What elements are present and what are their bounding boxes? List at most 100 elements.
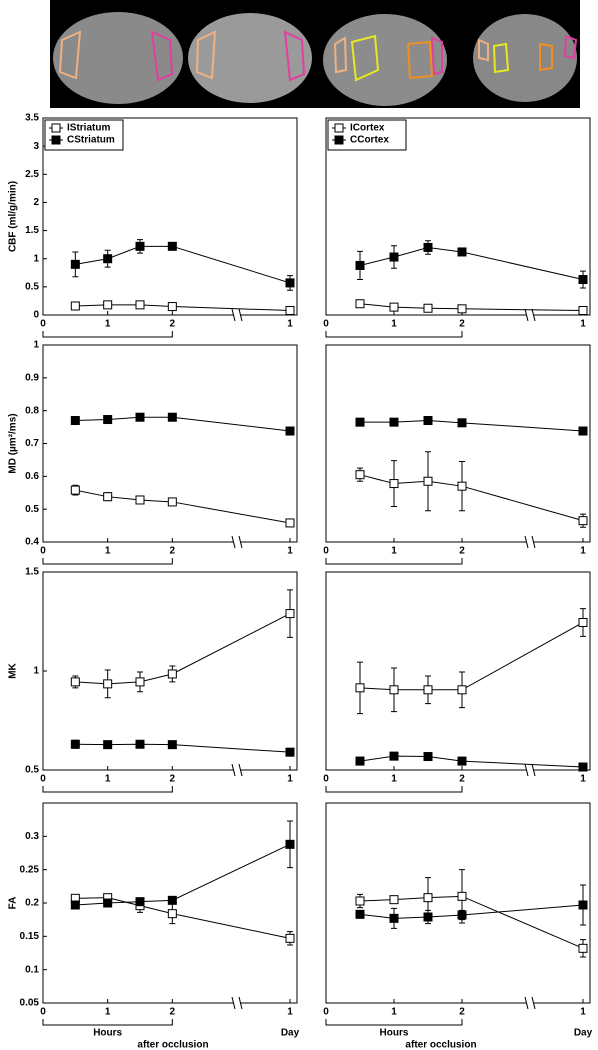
- axis-break: [238, 308, 243, 322]
- marker: [135, 300, 145, 310]
- marker: [457, 685, 467, 695]
- axis-break: [531, 535, 536, 549]
- x-tick-label: 0: [323, 774, 329, 785]
- y-tick-label: 2: [33, 197, 39, 208]
- marker: [135, 241, 145, 251]
- marker: [70, 485, 80, 495]
- marker: [355, 756, 365, 766]
- x-axis-label: Hours: [93, 1028, 122, 1039]
- x-axis-label: Hours: [380, 1028, 409, 1039]
- marker: [167, 412, 177, 422]
- x-tick-label: 1: [391, 1007, 397, 1018]
- y-tick-label: 0.1: [25, 964, 39, 975]
- y-axis-label: CBF (ml/g/min): [8, 181, 19, 252]
- y-tick-label: 2.5: [25, 169, 39, 180]
- marker: [578, 275, 588, 285]
- x-tick-label: 2: [170, 546, 176, 557]
- axis-break: [524, 308, 529, 322]
- x-tick-label: 2: [170, 319, 176, 330]
- marker: [285, 305, 295, 315]
- x-tick-label: 1: [391, 546, 397, 557]
- marker: [355, 299, 365, 309]
- x-axis-label: Day: [574, 1028, 593, 1039]
- y-axis-label: MK: [8, 662, 19, 678]
- brain-slice: [188, 13, 312, 103]
- y-tick-label: 0.8: [25, 405, 39, 416]
- marker: [285, 747, 295, 757]
- roi: [539, 42, 553, 72]
- y-tick-label: 1: [33, 253, 39, 264]
- y-axis-label: FA: [8, 897, 19, 910]
- marker: [457, 304, 467, 314]
- marker: [285, 839, 295, 849]
- x-tick-label: 1: [287, 1007, 293, 1018]
- x-tick-label: 1: [580, 774, 586, 785]
- marker: [167, 241, 177, 251]
- axis-break: [524, 535, 529, 549]
- brain-slice: [53, 12, 183, 104]
- y-tick-label: 0.05: [20, 998, 40, 1009]
- marker: [103, 679, 113, 689]
- y-tick-label: 1: [33, 666, 39, 677]
- axis-break: [231, 763, 236, 777]
- y-tick-label: 1: [33, 340, 39, 351]
- marker: [457, 418, 467, 428]
- marker: [167, 895, 177, 905]
- legend-label: CStriatum: [67, 135, 115, 146]
- x-tick-label: 1: [580, 319, 586, 330]
- x-tick-label: 1: [287, 319, 293, 330]
- axis-break-gap: [234, 764, 240, 776]
- roi: [150, 30, 174, 82]
- x-tick-label: 2: [170, 774, 176, 785]
- y-tick-label: 0.5: [25, 504, 39, 515]
- roi: [478, 38, 489, 62]
- marker: [285, 933, 295, 943]
- roi: [195, 30, 217, 80]
- y-tick-label: 0.7: [25, 438, 39, 449]
- marker: [103, 898, 113, 908]
- marker: [578, 900, 588, 910]
- marker: [285, 518, 295, 528]
- plot-frame: [325, 802, 591, 1004]
- marker: [578, 426, 588, 436]
- axis-break: [231, 308, 236, 322]
- x-tick-label: 2: [459, 319, 465, 330]
- marker: [355, 909, 365, 919]
- hours-bracket: [325, 558, 463, 565]
- x-tick-label: 1: [105, 1007, 111, 1018]
- x-tick-label: 1: [287, 546, 293, 557]
- roi: [333, 36, 348, 74]
- x-tick-label: 0: [40, 774, 46, 785]
- marker: [423, 912, 433, 922]
- y-tick-label: 3.5: [25, 113, 39, 124]
- marker: [578, 943, 588, 953]
- legend-label: ICortex: [350, 123, 385, 134]
- marker: [389, 479, 399, 489]
- marker: [70, 416, 80, 426]
- x-tick-label: 2: [459, 1007, 465, 1018]
- roi: [492, 42, 510, 74]
- marker: [355, 470, 365, 480]
- roi: [283, 30, 306, 82]
- marker: [103, 254, 113, 264]
- marker: [135, 495, 145, 505]
- axis-break-gap: [234, 309, 240, 321]
- mri-strip: [50, 0, 580, 108]
- marker: [103, 300, 113, 310]
- x-axis-label: after occlusion: [137, 1040, 208, 1050]
- x-tick-label: 1: [105, 319, 111, 330]
- legend-marker: [51, 135, 61, 145]
- y-tick-label: 0.2: [25, 898, 39, 909]
- marker: [389, 751, 399, 761]
- axis-break: [531, 763, 536, 777]
- axis-break: [524, 996, 529, 1010]
- x-tick-label: 2: [170, 1007, 176, 1018]
- roi: [406, 40, 434, 80]
- legend-marker: [334, 135, 344, 145]
- x-tick-label: 1: [580, 546, 586, 557]
- hours-bracket: [325, 786, 463, 793]
- x-tick-label: 1: [391, 319, 397, 330]
- roi: [350, 34, 380, 82]
- x-tick-label: 2: [459, 546, 465, 557]
